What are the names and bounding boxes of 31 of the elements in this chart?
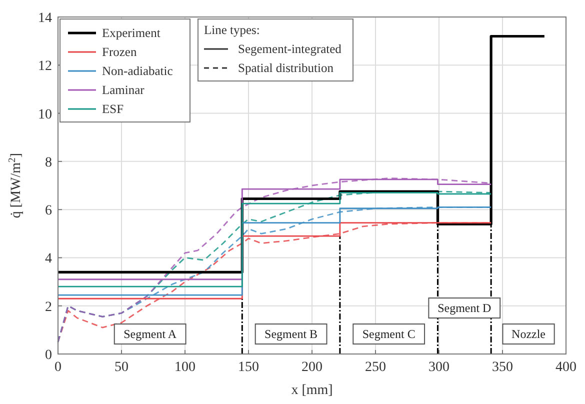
- annotation: Nozzle: [512, 327, 546, 341]
- x-tick-label: 50: [114, 360, 128, 375]
- x-tick-label: 150: [238, 360, 259, 375]
- legend-label: Non-adiabatic: [102, 64, 174, 78]
- legend-label: Frozen: [102, 45, 138, 59]
- legend-label: Laminar: [102, 83, 146, 97]
- annotation: Segment C: [362, 327, 416, 341]
- legend-label: ESF: [102, 102, 124, 116]
- annotation: Segment D: [438, 301, 492, 315]
- x-axis-title: x [mm]: [291, 383, 333, 398]
- annotation: Segment A: [124, 327, 177, 341]
- y-tick-label: 8: [45, 155, 52, 170]
- x-tick-label: 100: [174, 360, 196, 375]
- y-tick-label: 6: [45, 204, 52, 219]
- x-tick-label: 300: [428, 360, 450, 375]
- legend-title: Line types:: [204, 23, 260, 37]
- y-tick-label: 10: [38, 107, 52, 122]
- y-tick-label: 14: [38, 11, 52, 26]
- x-tick-label: 250: [365, 360, 386, 375]
- y-tick-label: 2: [45, 300, 52, 315]
- x-tick-label: 400: [556, 360, 576, 375]
- annotation: Spatial distribution: [238, 61, 334, 75]
- y-tick-label: 0: [45, 348, 52, 363]
- y-tick-label: 4: [45, 252, 52, 267]
- y-tick-label: 12: [38, 59, 52, 74]
- annotation: Segment B: [264, 327, 318, 341]
- legend-label: Experiment: [102, 26, 161, 40]
- x-tick-label: 200: [302, 360, 322, 375]
- annotation: Segement-integrated: [238, 42, 342, 56]
- x-tick-label: 350: [492, 360, 513, 375]
- x-tick-label: 0: [54, 360, 62, 375]
